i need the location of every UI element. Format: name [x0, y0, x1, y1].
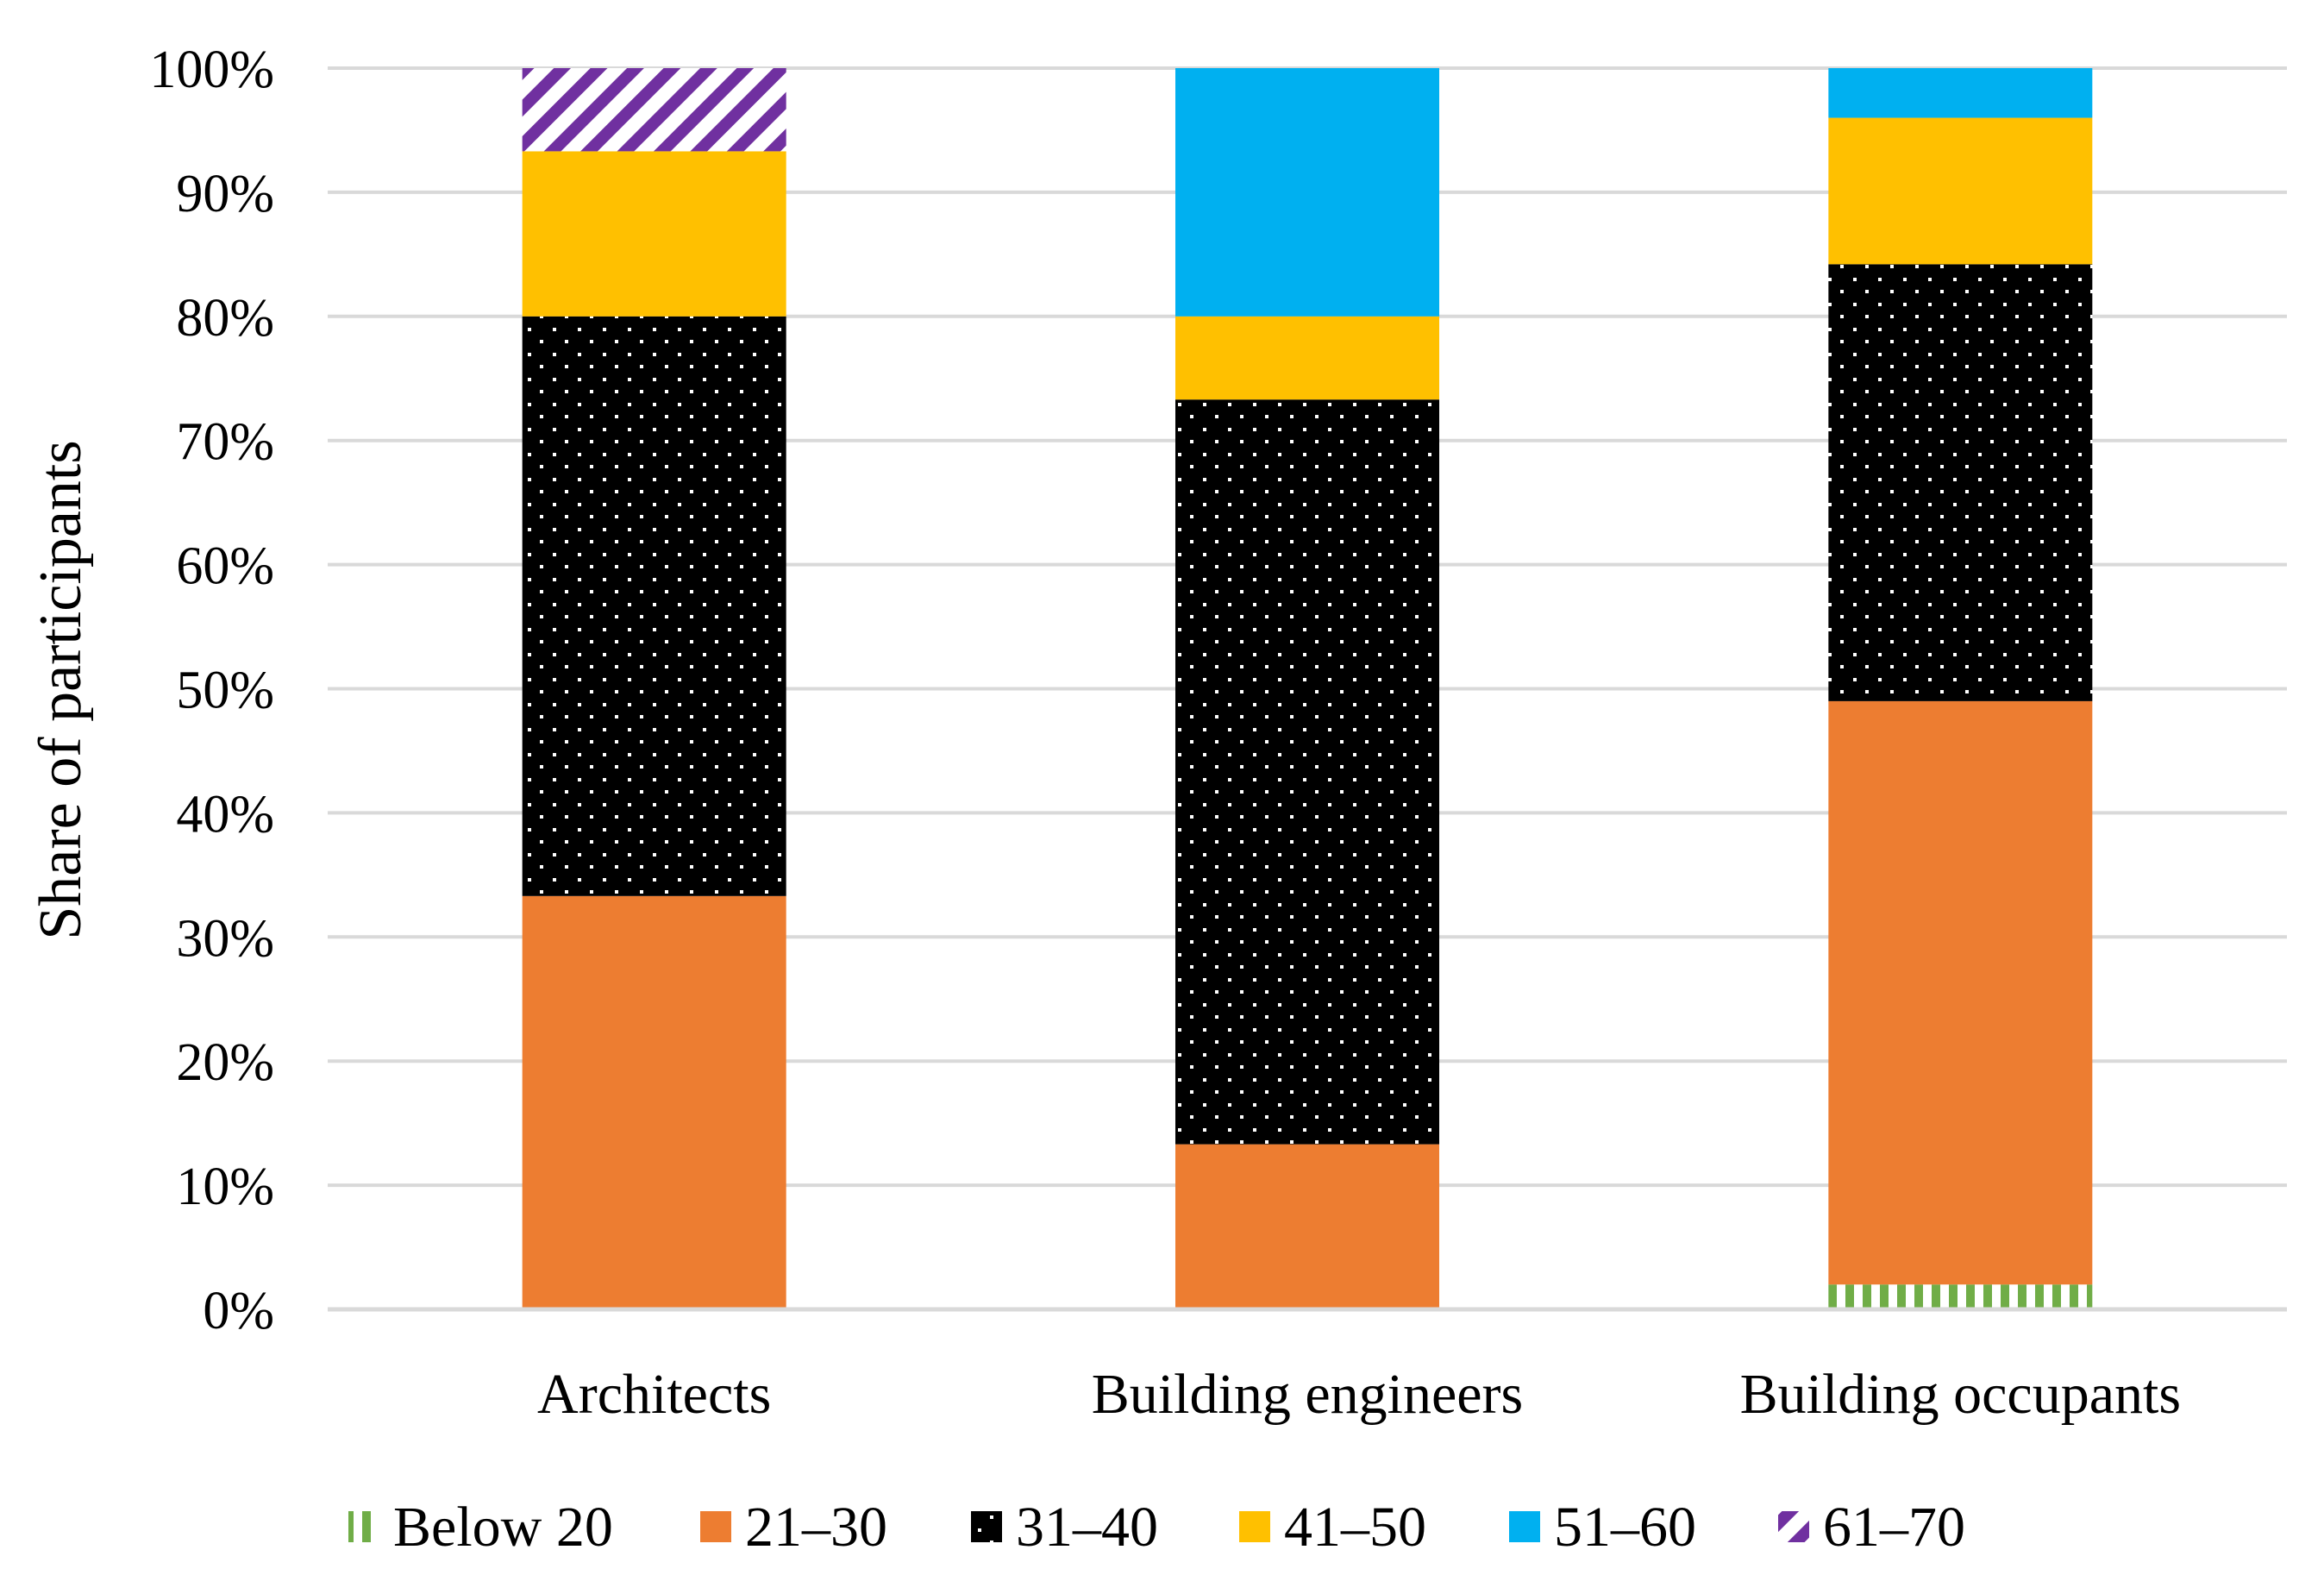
- bar-segment: [1828, 68, 2093, 118]
- y-tick-label: 30%: [176, 909, 274, 968]
- bar-segment: [1175, 399, 1439, 1145]
- legend-label: 21–30: [745, 1496, 887, 1559]
- bar-segment: [1828, 264, 2093, 701]
- legend-swatch: [1509, 1511, 1540, 1542]
- bars: [522, 68, 2093, 1309]
- legend-swatch: [348, 1511, 379, 1542]
- bar-segment: [1175, 68, 1439, 317]
- legend-swatch: [971, 1511, 1002, 1542]
- y-tick-label: 40%: [176, 785, 274, 844]
- bar-segment: [1175, 316, 1439, 400]
- bar-segment: [522, 316, 786, 896]
- x-category-label: Building occupants: [1740, 1363, 2181, 1426]
- y-tick-label: 80%: [176, 289, 274, 348]
- bar-segment: [1175, 1144, 1439, 1309]
- y-tick-label: 70%: [176, 413, 274, 472]
- bar-segment: [1828, 1284, 2093, 1309]
- bar-segment: [522, 895, 786, 1309]
- bar-segment: [1828, 117, 2093, 265]
- bar-segment: [1828, 700, 2093, 1285]
- y-tick-label: 10%: [176, 1158, 274, 1216]
- legend-swatch: [1778, 1511, 1809, 1542]
- legend-label: 61–70: [1823, 1496, 1965, 1559]
- legend-swatch: [700, 1511, 731, 1542]
- legend: Below 20 21–30 31–40 41–50 51–60 61–70: [348, 1496, 1965, 1559]
- y-tick-label: 50%: [176, 662, 274, 720]
- x-category-label: Building engineers: [1092, 1363, 1523, 1426]
- bar-segment: [522, 68, 786, 152]
- legend-label: Below 20: [393, 1496, 613, 1559]
- legend-label: 41–50: [1284, 1496, 1426, 1559]
- legend-label: 31–40: [1016, 1496, 1158, 1559]
- y-tick-label: 0%: [203, 1282, 274, 1340]
- axes: 0% 10% 20% 30% 40% 50% 60% 70% 80% 90% 100% Archite…: [149, 41, 2287, 1426]
- y-tick-label: 100%: [149, 41, 274, 99]
- y-tick-label: 60%: [176, 537, 274, 596]
- bar-segment: [522, 151, 786, 317]
- y-axis-title: Share of participants: [28, 440, 94, 939]
- legend-swatch: [1239, 1511, 1270, 1542]
- legend-label: 51–60: [1554, 1496, 1696, 1559]
- y-tick-label: 20%: [176, 1033, 274, 1092]
- y-tick-label: 90%: [176, 165, 274, 223]
- x-category-label: Architects: [537, 1363, 771, 1426]
